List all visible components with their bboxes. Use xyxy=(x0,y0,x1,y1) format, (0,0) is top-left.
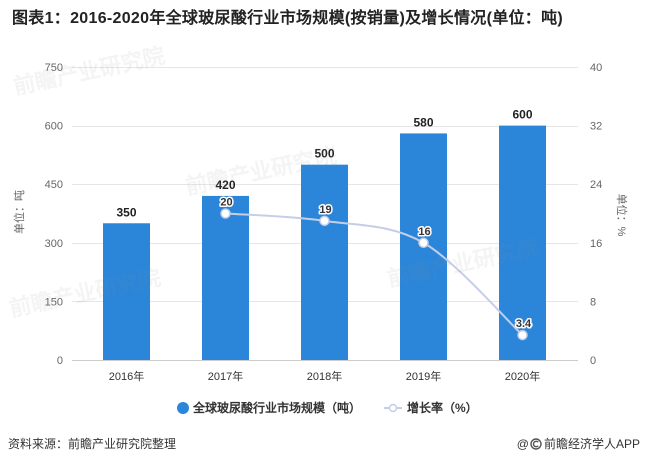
bar-market-size xyxy=(499,125,546,360)
credit-prefix: @ xyxy=(516,437,529,451)
y-right-tick-label: 16 xyxy=(590,238,602,250)
x-category-label: 2020年 xyxy=(505,369,540,383)
y-left-tick-label: 750 xyxy=(45,62,63,74)
legend-line-symbol-icon xyxy=(384,403,403,413)
y-left-tick-label: 300 xyxy=(45,238,63,250)
y-right-tick-label: 40 xyxy=(590,62,602,74)
y-right-tick-label: 8 xyxy=(590,296,596,308)
bar-market-size xyxy=(103,223,150,360)
qianzhan-logo-icon xyxy=(530,438,542,450)
legend-label-market-size: 全球玻尿酸行业市场规模（吨） xyxy=(193,401,362,415)
bar-market-size xyxy=(202,195,249,360)
growth-rate-point xyxy=(220,208,231,219)
x-category-label: 2019年 xyxy=(406,369,441,383)
y-right-tick-label: 32 xyxy=(590,121,602,133)
bar-market-size xyxy=(301,164,348,360)
growth-rate-data-label: 20 xyxy=(220,197,232,209)
y-left-axis-title: 单位：吨 xyxy=(12,190,26,234)
legend: 全球玻尿酸行业市场规模（吨） 增长率（%） xyxy=(177,401,478,415)
growth-rate-line xyxy=(224,212,524,337)
y-right-tick-label: 0 xyxy=(590,355,596,367)
bar-data-label: 500 xyxy=(314,147,334,161)
growth-rate-point xyxy=(319,215,330,227)
growth-rate-point xyxy=(517,329,528,341)
x-category-label: 2018年 xyxy=(307,369,342,383)
credit-text: 前瞻经济学人APP xyxy=(543,437,640,451)
y-left-tick-label: 150 xyxy=(45,296,63,308)
bar-data-label: 600 xyxy=(512,108,532,122)
legend-label-growth-rate: 增长率（%） xyxy=(407,401,478,415)
bar-data-label: 580 xyxy=(413,115,433,129)
x-category-label: 2017年 xyxy=(208,369,243,383)
growth-rate-data-label: 16 xyxy=(418,226,430,238)
growth-rate-point xyxy=(418,237,429,249)
y-right-axis-title: 单位：% xyxy=(615,194,629,237)
legend-item-growth-rate: 增长率（%） xyxy=(384,401,478,415)
legend-item-market-size: 全球玻尿酸行业市场规模（吨） xyxy=(177,401,361,415)
bar-data-label: 420 xyxy=(215,178,235,192)
y-right-tick-label: 24 xyxy=(590,179,602,191)
chart-title: 图表1：2016-2020年全球玻尿酸行业市场规模(按销量)及增长情况(单位：吨… xyxy=(12,10,564,27)
growth-rate-data-label: 19 xyxy=(319,204,331,216)
source-note: 资料来源：前瞻产业研究院整理 xyxy=(8,437,177,451)
footer-credit: @ 前瞻经济学人APP xyxy=(517,437,640,451)
y-left-tick-label: 450 xyxy=(45,179,63,191)
x-category-label: 2016年 xyxy=(109,369,144,383)
y-left-tick-label: 0 xyxy=(57,355,63,367)
growth-rate-data-label: 3.4 xyxy=(516,318,532,330)
legend-bar-symbol-icon xyxy=(177,402,189,414)
bar-data-label: 350 xyxy=(116,205,136,219)
y-left-tick-label: 600 xyxy=(45,121,63,133)
